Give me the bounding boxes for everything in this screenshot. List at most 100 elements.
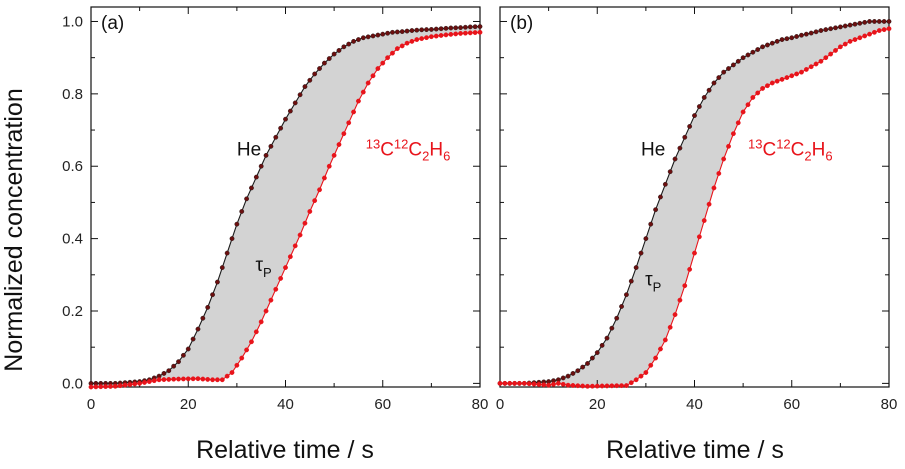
data-point-he-b — [862, 19, 868, 25]
data-point-tracer-a — [190, 376, 196, 382]
data-point-tracer-b — [706, 201, 712, 207]
data-point-tracer-a — [98, 384, 104, 390]
data-point-he-b — [847, 22, 853, 28]
data-point-he-a — [307, 77, 313, 83]
data-point-tracer-a — [448, 31, 454, 37]
he-annotation-a: He — [237, 139, 261, 160]
shaded-area-a — [91, 26, 480, 387]
data-point-he-b — [745, 52, 751, 58]
data-point-he-a — [472, 24, 478, 30]
data-point-tracer-a — [414, 37, 420, 42]
data-point-tracer-b — [560, 381, 566, 387]
data-point-tracer-b — [580, 383, 586, 389]
data-point-he-b — [740, 55, 746, 61]
y-tick-label-a: 1.0 — [62, 13, 83, 30]
data-point-tracer-b — [555, 380, 561, 386]
data-point-tracer-a — [249, 339, 254, 345]
x-tick-label-b: 80 — [881, 396, 898, 413]
data-point-tracer-a — [424, 35, 429, 41]
data-point-tracer-a — [385, 55, 391, 61]
data-point-he-a — [278, 125, 284, 131]
panel-label-a: (a) — [101, 13, 124, 34]
data-point-tracer-b — [876, 28, 882, 33]
data-point-he-b — [604, 335, 610, 341]
data-point-he-a — [268, 143, 274, 149]
data-point-he-b — [731, 62, 736, 68]
data-point-tracer-a — [297, 232, 303, 238]
x-tick-label-a: 40 — [277, 396, 294, 413]
data-point-he-b — [648, 221, 654, 227]
tau-symbol: τ — [645, 270, 653, 291]
data-point-he-a — [375, 32, 381, 38]
data-point-tracer-a — [458, 31, 463, 36]
data-point-tracer-a — [467, 30, 473, 36]
data-point-tracer-b — [696, 234, 702, 240]
tau-annotation-a: τP — [256, 255, 272, 280]
data-point-he-b — [842, 23, 848, 29]
data-point-tracer-b — [833, 48, 838, 53]
data-point-tracer-b — [813, 61, 819, 67]
data-point-tracer-a — [103, 384, 108, 389]
y-tick-label-a: 0.4 — [62, 231, 83, 248]
data-point-tracer-a — [244, 347, 250, 353]
tracer-annotation-part: H — [812, 139, 826, 160]
data-point-he-b — [750, 49, 756, 55]
data-point-he-a — [263, 152, 269, 158]
data-point-tracer-a — [438, 33, 444, 38]
x-tick-label-b: 40 — [686, 396, 703, 413]
data-point-tracer-b — [769, 80, 775, 86]
data-point-he-a — [370, 33, 376, 39]
x-axis-title-b: Relative time / s — [606, 436, 784, 464]
data-point-tracer-b — [750, 95, 756, 100]
data-point-he-a — [258, 163, 264, 169]
data-point-tracer-b — [677, 297, 683, 303]
tracer-annotation-part: H — [429, 139, 443, 160]
panel-a: 0 20 40 60 800.00.20.40.60.81.0 (a)He 13C12C2H… — [62, 6, 488, 413]
data-point-tracer-b — [872, 29, 877, 35]
data-point-tracer-b — [716, 171, 722, 176]
data-point-he-b — [852, 21, 858, 27]
data-point-he-a — [195, 326, 201, 332]
data-point-he-a — [404, 28, 410, 34]
data-point-tracer-b — [628, 380, 634, 386]
data-point-tracer-b — [517, 380, 522, 386]
data-point-tracer-a — [205, 376, 211, 382]
data-point-he-a — [453, 25, 459, 31]
data-point-he-a — [180, 352, 186, 358]
data-point-tracer-a — [239, 355, 245, 361]
data-point-tracer-a — [433, 33, 439, 39]
data-point-he-b — [886, 19, 892, 24]
x-tick-label-b: 20 — [589, 396, 606, 413]
data-point-he-b — [760, 44, 765, 50]
data-point-he-a — [166, 368, 172, 374]
data-point-he-a — [287, 108, 293, 114]
data-point-he-a — [458, 25, 463, 31]
data-point-tracer-b — [784, 75, 790, 80]
data-point-tracer-b — [526, 381, 532, 387]
data-point-tracer-a — [127, 382, 133, 387]
data-point-tracer-a — [341, 131, 347, 137]
data-point-tracer-b — [726, 143, 731, 149]
data-point-he-a — [185, 346, 191, 352]
data-point-tracer-b — [789, 73, 795, 79]
tracer-annotation-part: 2 — [804, 148, 811, 163]
data-point-tracer-a — [443, 32, 449, 38]
data-point-tracer-b — [589, 383, 595, 389]
data-point-he-a — [229, 236, 235, 242]
data-point-tracer-a — [356, 98, 361, 104]
data-point-he-b — [565, 373, 571, 379]
data-point-he-b — [638, 250, 644, 256]
data-point-he-b — [735, 58, 741, 64]
data-point-tracer-a — [185, 376, 191, 382]
data-point-he-b — [696, 104, 702, 109]
x-tick-label-a: 60 — [374, 396, 391, 413]
data-point-he-b — [589, 355, 595, 361]
data-point-tracer-b — [808, 64, 814, 70]
data-point-tracer-a — [380, 60, 386, 66]
data-point-tracer-b — [551, 381, 556, 387]
data-point-tracer-b — [648, 362, 654, 368]
data-point-tracer-b — [745, 102, 751, 108]
y-axis-title: Normalized concentration — [0, 88, 28, 371]
data-point-tracer-b — [658, 346, 663, 352]
data-point-he-a — [390, 29, 395, 35]
